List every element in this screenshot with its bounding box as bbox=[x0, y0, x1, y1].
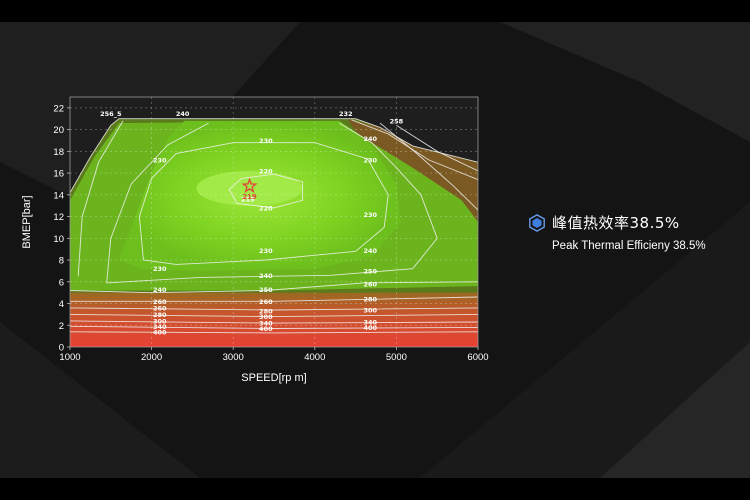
y-tick-label: 6 bbox=[59, 277, 64, 288]
y-tick-label: 16 bbox=[53, 169, 64, 180]
contour-label: 240 bbox=[153, 286, 167, 294]
contour-line bbox=[396, 124, 478, 172]
contour-label: 260 bbox=[153, 298, 167, 306]
x-tick-label: 5000 bbox=[386, 352, 407, 363]
contour-label: 220 bbox=[259, 167, 273, 175]
contour-labels: 256_5 240 232 258 240 230 230 230 220 219 220 230 23… bbox=[100, 110, 404, 336]
contour-label: 240 bbox=[363, 247, 377, 255]
y-tick-label: 4 bbox=[59, 299, 64, 310]
y-axis-label: BMEP[bar] bbox=[21, 195, 33, 248]
letterbox-top bbox=[0, 0, 750, 22]
contour-label: 260 bbox=[259, 298, 273, 306]
contour-label: 260 bbox=[153, 304, 167, 312]
peak-value-label: 219 bbox=[242, 193, 257, 201]
x-tick-label: 6000 bbox=[467, 352, 488, 363]
y-tick-label: 14 bbox=[53, 190, 64, 201]
y-tick-label: 18 bbox=[53, 147, 64, 158]
contour-label: 280 bbox=[153, 311, 167, 319]
contour-line bbox=[70, 313, 478, 318]
contour-label: 280 bbox=[363, 296, 377, 304]
x-tick-label: 1000 bbox=[59, 352, 80, 363]
contour-label: 340 bbox=[363, 319, 377, 327]
contour-lines bbox=[70, 118, 478, 334]
contour-label: 260 bbox=[363, 280, 377, 288]
contour-label: 232 bbox=[339, 110, 353, 118]
y-tick-label: 20 bbox=[53, 125, 64, 136]
x-tick-label: 4000 bbox=[304, 352, 325, 363]
contour-label: 230 bbox=[363, 157, 377, 165]
y-tick-label: 22 bbox=[53, 103, 64, 114]
caption-block: 峰值热效率38.5% Peak Thermal Efficieny 38.5% bbox=[528, 212, 738, 252]
contour-label: 400 bbox=[363, 324, 377, 332]
letterbox-bottom bbox=[0, 478, 750, 500]
contour-label: 400 bbox=[153, 328, 167, 336]
contour-label: 240 bbox=[259, 272, 273, 280]
contour-line bbox=[138, 142, 389, 265]
contour-label: 300 bbox=[363, 307, 377, 315]
contour-line bbox=[70, 320, 478, 324]
contour-label: 250 bbox=[363, 267, 377, 275]
contour-label: 240 bbox=[363, 135, 377, 143]
y-axis-ticks: 0 2 4 6 8 10 12 14 16 18 20 22 bbox=[53, 103, 70, 354]
x-axis-label: SPEED[rp m] bbox=[241, 372, 306, 384]
star-icon bbox=[241, 177, 258, 194]
contour-label: 230 bbox=[259, 137, 273, 145]
x-axis-ticks: 1000 2000 3000 4000 5000 6000 bbox=[59, 347, 489, 363]
contour-line bbox=[70, 331, 478, 334]
contour-label: 230 bbox=[153, 157, 167, 165]
contour-label: 400 bbox=[259, 325, 273, 333]
contour-line bbox=[70, 118, 478, 193]
grid-lines bbox=[70, 97, 478, 347]
contour-label: 230 bbox=[259, 247, 273, 255]
contour-line bbox=[379, 122, 478, 211]
caption-title-en: Peak Thermal Efficieny 38.5% bbox=[552, 240, 706, 252]
contour-line bbox=[70, 325, 478, 329]
y-tick-label: 10 bbox=[53, 234, 64, 245]
contour-label: 280 bbox=[259, 308, 273, 316]
plot-border bbox=[69, 96, 479, 348]
contour-label: 240 bbox=[176, 110, 190, 118]
contour-label: 220 bbox=[259, 204, 273, 212]
contour-line bbox=[70, 296, 478, 302]
contour-label: 300 bbox=[259, 313, 273, 321]
contour-label: 250 bbox=[259, 286, 273, 294]
peak-marker: 219 bbox=[241, 177, 258, 201]
y-tick-label: 0 bbox=[59, 343, 64, 354]
caption-title-zh: 峰值热效率38.5% bbox=[552, 214, 680, 232]
contour-label: 300 bbox=[153, 317, 167, 325]
contour-label: 340 bbox=[259, 320, 273, 328]
contour-label: 230 bbox=[363, 211, 377, 219]
x-tick-label: 2000 bbox=[141, 352, 162, 363]
contour-label: 258 bbox=[390, 117, 404, 125]
contour-label: 230 bbox=[153, 265, 167, 273]
low-load-region bbox=[70, 292, 478, 347]
contour-label: 256_5 bbox=[100, 110, 122, 118]
hexagon-icon bbox=[529, 213, 545, 232]
y-tick-label: 2 bbox=[59, 321, 64, 332]
x-tick-label: 3000 bbox=[223, 352, 244, 363]
contour-line bbox=[77, 120, 124, 277]
contour-line bbox=[70, 281, 478, 294]
contour-line bbox=[106, 122, 209, 283]
contour-line bbox=[106, 122, 438, 284]
contour-label: 340 bbox=[153, 323, 167, 331]
contour-fills bbox=[70, 118, 478, 347]
contour-line bbox=[228, 173, 304, 209]
contour-label: 219 bbox=[241, 196, 255, 204]
y-tick-label: 8 bbox=[59, 256, 64, 267]
contour-line bbox=[70, 307, 478, 311]
y-tick-label: 12 bbox=[53, 212, 64, 223]
